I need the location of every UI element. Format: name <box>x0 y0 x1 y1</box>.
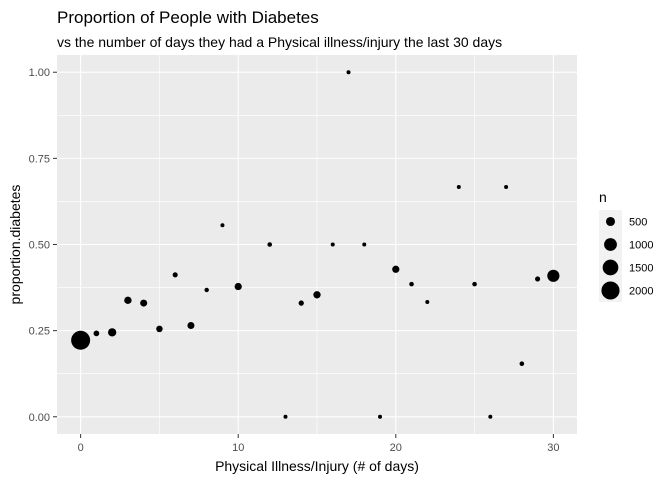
data-point <box>330 242 335 247</box>
data-point <box>156 325 163 333</box>
y-tick-label: 0.50 <box>29 240 50 252</box>
data-point <box>535 276 541 282</box>
data-point <box>504 184 509 189</box>
x-axis-title: Physical Illness/Injury (# of days) <box>215 458 419 474</box>
data-point <box>346 70 351 75</box>
legend-key-point <box>602 259 619 276</box>
x-tick-label: 30 <box>547 442 559 454</box>
data-point <box>425 300 430 305</box>
data-point <box>456 184 461 189</box>
data-point <box>234 282 242 291</box>
chart-title: Proportion of People with Diabetes <box>57 8 319 27</box>
data-point <box>124 296 132 304</box>
data-point <box>409 281 414 287</box>
data-point <box>298 300 304 306</box>
legend-key-label: 1500 <box>629 263 653 275</box>
data-point <box>362 242 367 247</box>
data-point <box>547 269 560 282</box>
data-point <box>313 291 321 299</box>
data-point <box>93 330 100 337</box>
data-point <box>140 299 148 307</box>
y-tick-label: 0.00 <box>29 412 50 424</box>
legend-title: n <box>599 189 607 205</box>
legend-key-label: 500 <box>629 217 647 229</box>
legend-key-point <box>601 281 620 300</box>
data-point <box>378 414 383 419</box>
y-axis-ticks: 0.00 0.25 0.50 0.75 1.00 <box>29 67 57 424</box>
data-point <box>71 330 91 350</box>
x-tick-label: 20 <box>390 442 402 454</box>
chart-subtitle: vs the number of days they had a Physica… <box>57 34 502 50</box>
data-point <box>187 321 195 329</box>
y-tick-label: 0.75 <box>29 153 50 165</box>
size-legend: n 500 1000 1500 2000 <box>599 189 653 302</box>
x-tick-label: 0 <box>78 442 84 454</box>
data-point <box>108 328 117 337</box>
data-point <box>488 414 493 419</box>
legend-key-point <box>604 238 617 251</box>
legend-key-label: 1000 <box>629 240 653 252</box>
y-tick-label: 1.00 <box>29 67 50 79</box>
y-tick-label: 0.25 <box>29 326 50 338</box>
data-point <box>392 265 400 273</box>
data-points <box>71 70 560 419</box>
data-point <box>204 287 209 293</box>
major-gridlines <box>57 55 577 434</box>
data-point <box>220 223 225 228</box>
data-point <box>172 272 178 278</box>
data-point <box>519 361 525 367</box>
data-point <box>472 281 477 287</box>
x-tick-label: 10 <box>232 442 244 454</box>
x-axis-ticks: 0 10 20 30 <box>78 434 559 454</box>
legend-key-point <box>605 216 616 227</box>
legend-key-label: 2000 <box>629 286 653 298</box>
data-point <box>283 414 288 419</box>
data-point <box>267 242 273 247</box>
y-axis-title: proportion.diabetes <box>7 185 23 305</box>
